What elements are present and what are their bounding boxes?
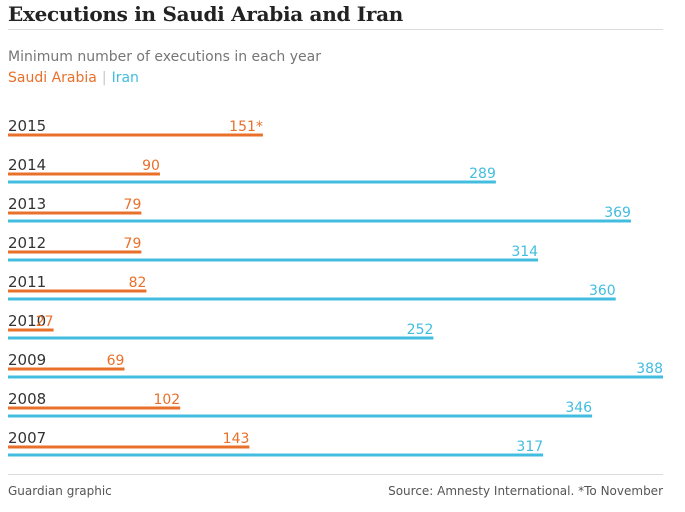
value-label-iran-2011: 360 [589,283,616,299]
value-label-iran-2013: 369 [604,205,631,221]
year-label-2009: 2009 [8,351,46,369]
bar-saudi-arabia-2011 [8,289,147,293]
value-label-saudi-arabia-2011: 82 [129,275,147,291]
bar-saudi-arabia-2008 [8,406,181,410]
bar-iran-2011 [8,297,616,301]
year-label-2007: 2007 [8,429,46,447]
bar-saudi-arabia-2010 [8,328,54,332]
year-label-2012: 2012 [8,234,46,252]
bar-saudi-arabia-2007 [8,445,250,449]
value-label-saudi-arabia-2010: 27 [36,314,54,330]
legend-saudi-arabia: Saudi Arabia [8,70,97,86]
value-label-saudi-arabia-2014: 90 [142,158,160,174]
year-label-2010: 2010 [8,312,46,330]
value-label-saudi-arabia-2013: 79 [124,197,142,213]
bar-saudi-arabia-2012 [8,250,142,254]
bar-iran-2012 [8,258,539,262]
value-label-iran-2014: 289 [469,166,496,182]
legend-separator: | [101,70,107,86]
value-label-saudi-arabia-2008: 102 [153,392,180,408]
value-label-iran-2012: 314 [511,244,538,260]
year-label-2014: 2014 [8,156,46,174]
bar-saudi-arabia-2015 [8,133,263,137]
legend-iran: Iran [111,70,139,86]
year-label-2008: 2008 [8,390,46,408]
bar-iran-2008 [8,414,593,418]
value-label-saudi-arabia-2015: 151* [229,119,263,135]
legend: Saudi Arabia | Iran [8,70,139,86]
bar-saudi-arabia-2014 [8,172,160,176]
footer-credit: Guardian graphic [8,484,112,498]
value-label-iran-2009: 388 [636,361,663,377]
bar-iran-2014 [8,180,496,184]
year-label-2015: 2015 [8,117,46,135]
footer-source: Source: Amnesty International. *To Novem… [388,484,663,498]
bar-saudi-arabia-2009 [8,367,125,371]
footer-divider [8,474,663,475]
chart-subtitle: Minimum number of executions in each yea… [8,49,321,65]
bar-iran-2007 [8,453,544,457]
bar-iran-2009 [8,375,663,379]
bar-iran-2010 [8,336,434,340]
value-label-iran-2008: 346 [565,400,592,416]
value-label-saudi-arabia-2012: 79 [124,236,142,252]
year-label-2011: 2011 [8,273,46,291]
value-label-saudi-arabia-2009: 69 [107,353,125,369]
bar-saudi-arabia-2013 [8,211,142,215]
chart-title: Executions in Saudi Arabia and Iran [8,2,403,26]
bar-iran-2013 [8,219,631,223]
value-label-saudi-arabia-2007: 143 [223,431,250,447]
value-label-iran-2007: 317 [516,439,543,455]
year-label-2013: 2013 [8,195,46,213]
title-divider [8,29,663,30]
value-label-iran-2010: 252 [407,322,434,338]
bar-chart: 2015 151* 2014 90 289 2013 79 369 2012 79 314 2011 8… [8,117,663,457]
